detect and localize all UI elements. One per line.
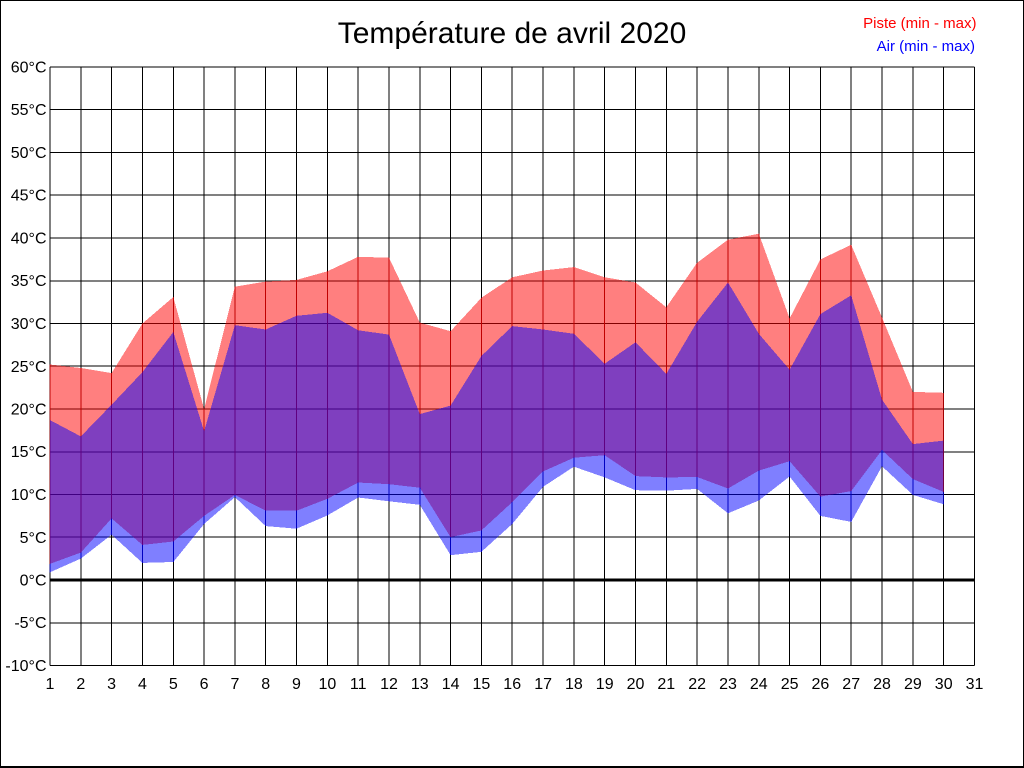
svg-text:24: 24 (750, 676, 768, 693)
svg-text:18: 18 (565, 676, 583, 693)
svg-text:25°C: 25°C (11, 359, 47, 376)
svg-text:30: 30 (935, 676, 953, 693)
svg-text:10: 10 (319, 676, 337, 693)
svg-text:Température de avril 2020: Température de avril 2020 (338, 17, 687, 50)
svg-text:4: 4 (138, 676, 147, 693)
svg-text:40°C: 40°C (11, 231, 47, 248)
svg-text:29: 29 (904, 676, 922, 693)
svg-text:25: 25 (781, 676, 799, 693)
svg-text:27: 27 (842, 676, 860, 693)
svg-text:31: 31 (966, 676, 984, 693)
svg-text:3: 3 (107, 676, 116, 693)
svg-text:13: 13 (411, 676, 429, 693)
svg-text:Piste (min - max): Piste (min - max) (863, 15, 976, 32)
svg-text:5: 5 (169, 676, 178, 693)
svg-text:23: 23 (719, 676, 737, 693)
svg-text:17: 17 (534, 676, 552, 693)
svg-text:60°C: 60°C (11, 60, 47, 77)
svg-text:12: 12 (380, 676, 398, 693)
svg-text:28: 28 (873, 676, 891, 693)
svg-text:7: 7 (230, 676, 239, 693)
svg-text:-5°C: -5°C (14, 615, 46, 632)
svg-text:22: 22 (688, 676, 706, 693)
svg-text:15: 15 (473, 676, 491, 693)
svg-text:20°C: 20°C (11, 402, 47, 419)
svg-text:50°C: 50°C (11, 145, 47, 162)
svg-text:19: 19 (596, 676, 614, 693)
svg-text:55°C: 55°C (11, 102, 47, 119)
svg-text:16: 16 (503, 676, 521, 693)
svg-text:Air (min - max): Air (min - max) (877, 38, 975, 55)
svg-text:1: 1 (46, 676, 55, 693)
svg-text:20: 20 (627, 676, 645, 693)
svg-text:45°C: 45°C (11, 188, 47, 205)
svg-text:8: 8 (261, 676, 270, 693)
svg-text:14: 14 (442, 676, 460, 693)
svg-text:21: 21 (657, 676, 675, 693)
svg-text:26: 26 (812, 676, 830, 693)
svg-text:-10°C: -10°C (5, 658, 46, 675)
svg-text:10°C: 10°C (11, 487, 47, 504)
svg-text:9: 9 (292, 676, 301, 693)
svg-text:11: 11 (350, 676, 367, 693)
svg-text:5°C: 5°C (20, 530, 47, 547)
svg-text:2: 2 (76, 676, 85, 693)
svg-text:30°C: 30°C (11, 316, 47, 333)
svg-text:6: 6 (200, 676, 209, 693)
svg-text:35°C: 35°C (11, 273, 47, 290)
svg-text:0°C: 0°C (20, 573, 47, 590)
svg-text:15°C: 15°C (11, 444, 47, 461)
